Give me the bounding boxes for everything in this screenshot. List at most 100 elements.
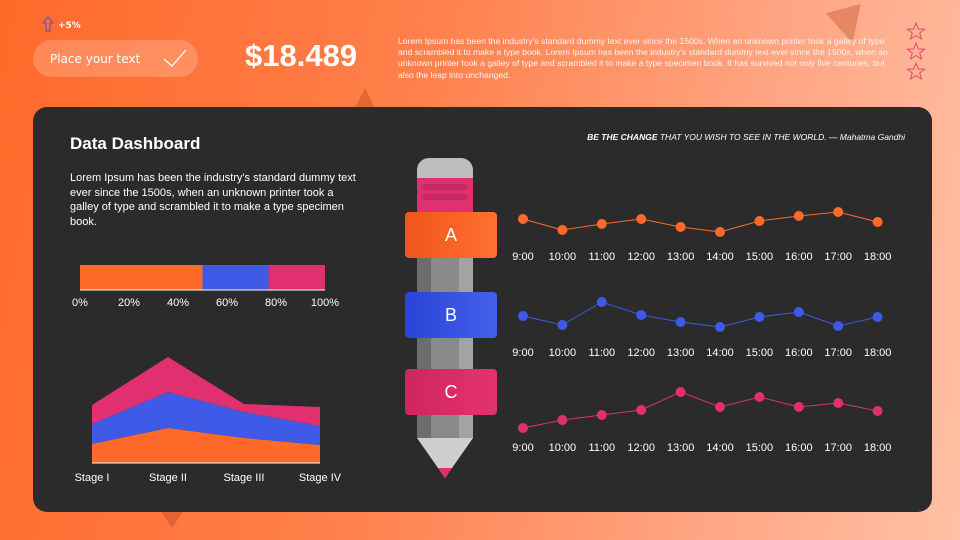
decor-triangle	[355, 88, 375, 108]
line-point	[557, 320, 568, 330]
time-tick-label: 13:00	[666, 251, 695, 263]
line-point	[754, 216, 765, 226]
line-point	[872, 406, 883, 416]
time-tick-label: 18:00	[863, 347, 892, 359]
time-tick-label: 13:00	[666, 442, 695, 454]
ribbon-label: C	[444, 381, 458, 402]
line-point	[596, 219, 607, 229]
ribbon-a: A	[405, 212, 497, 258]
ribbon-c: C	[405, 369, 497, 415]
time-tick-label: 10:00	[548, 347, 577, 359]
line-point	[754, 312, 765, 322]
line-point	[715, 402, 725, 412]
quote-rest: THAT YOU WISH TO SEE IN THE WORLD. — Mah…	[657, 132, 905, 142]
dashboard-title: Data Dashboard	[70, 134, 201, 153]
area-series	[92, 357, 320, 426]
star-icon	[906, 21, 926, 81]
time-tick-label: 12:00	[627, 347, 655, 359]
line-point	[675, 222, 686, 232]
time-tick-label: 12:00	[627, 442, 655, 454]
area-series	[92, 428, 320, 463]
line-point	[793, 307, 804, 317]
line-point	[872, 312, 883, 322]
line-series-A	[522, 211, 878, 233]
area-category-label: Stage IV	[298, 472, 342, 484]
area-category-label: Stage III	[223, 472, 265, 484]
line-point	[872, 217, 883, 227]
time-tick-label: 18:00	[863, 251, 892, 263]
time-tick-label: 15:00	[745, 251, 774, 263]
line-point	[675, 387, 686, 397]
time-tick-label: 14:00	[706, 442, 734, 454]
line-point	[557, 225, 568, 235]
time-tick-label: 17:00	[824, 251, 852, 263]
bar-tick-label: 0%	[72, 297, 88, 309]
time-tick-label: 11:00	[588, 347, 616, 359]
time-tick-label: 15:00	[745, 347, 774, 359]
line-series-B	[522, 301, 878, 328]
line-point	[518, 423, 528, 433]
time-tick-label: 18:00	[863, 442, 892, 454]
bar-tick-label: 40%	[166, 297, 190, 309]
time-tick-label: 14:00	[706, 347, 734, 359]
rating-stars	[906, 21, 926, 86]
decor-triangle	[160, 510, 184, 528]
time-tick-label: 10:00	[548, 251, 577, 263]
line-series-C	[522, 391, 878, 429]
time-tick-label: 17:00	[824, 442, 852, 454]
header-paragraph: Lorem Ipsum has been the industry's stan…	[398, 36, 888, 80]
time-tick-label: 17:00	[824, 347, 852, 359]
time-tick-label: 12:00	[627, 251, 655, 263]
arrow-up-icon	[42, 16, 54, 32]
time-tick-label: 11:00	[588, 442, 616, 454]
quote: BE THE CHANGE THAT YOU WISH TO SEE IN TH…	[400, 132, 905, 142]
line-point	[833, 321, 844, 331]
line-point	[715, 227, 725, 237]
bar-tick-label: 100%	[310, 297, 340, 309]
line-point	[754, 392, 765, 402]
quote-bold: BE THE CHANGE	[587, 132, 658, 142]
check-icon	[163, 49, 187, 67]
time-tick-label: 16:00	[785, 347, 813, 359]
change-percent: +5%	[58, 21, 81, 31]
time-tick-label: 9:00	[512, 442, 534, 454]
time-tick-label: 9:00	[512, 347, 534, 359]
line-point	[833, 207, 844, 217]
line-point	[833, 398, 844, 408]
ribbon-b: B	[405, 292, 497, 338]
area-category-label: Stage I	[74, 472, 110, 484]
line-point	[675, 317, 686, 327]
time-tick-label: 11:00	[588, 251, 616, 263]
pill-label: Place your text	[50, 51, 141, 66]
time-tick-label: 13:00	[666, 347, 695, 359]
time-tick-label: 16:00	[785, 251, 813, 263]
bar-tick-label: 20%	[117, 297, 141, 309]
line-point	[636, 310, 647, 320]
bar-tick-label: 60%	[215, 297, 239, 309]
ribbon-label: B	[444, 304, 457, 325]
line-point	[518, 214, 528, 224]
line-point	[518, 311, 528, 321]
time-tick-label: 16:00	[785, 442, 813, 454]
line-point	[596, 297, 607, 307]
time-tick-label: 10:00	[548, 442, 577, 454]
line-point	[596, 410, 607, 420]
line-point	[715, 322, 725, 332]
ribbon-label: A	[444, 224, 457, 245]
dashboard-description: Lorem Ipsum has been the industry's stan…	[70, 172, 356, 228]
price-value: $18.489	[245, 38, 358, 73]
bar-segment	[80, 265, 203, 290]
time-tick-label: 15:00	[745, 442, 774, 454]
time-tick-label: 9:00	[512, 251, 534, 263]
line-point	[557, 415, 568, 425]
bar-segment	[268, 265, 325, 290]
time-tick-label: 14:00	[706, 251, 734, 263]
line-point	[793, 402, 804, 412]
area-category-label: Stage II	[149, 472, 187, 484]
area-series	[92, 392, 320, 445]
line-point	[636, 405, 647, 415]
line-point	[636, 214, 647, 224]
text-pill-button[interactable]: Place your text	[33, 40, 198, 77]
bar-tick-label: 80%	[264, 297, 288, 309]
